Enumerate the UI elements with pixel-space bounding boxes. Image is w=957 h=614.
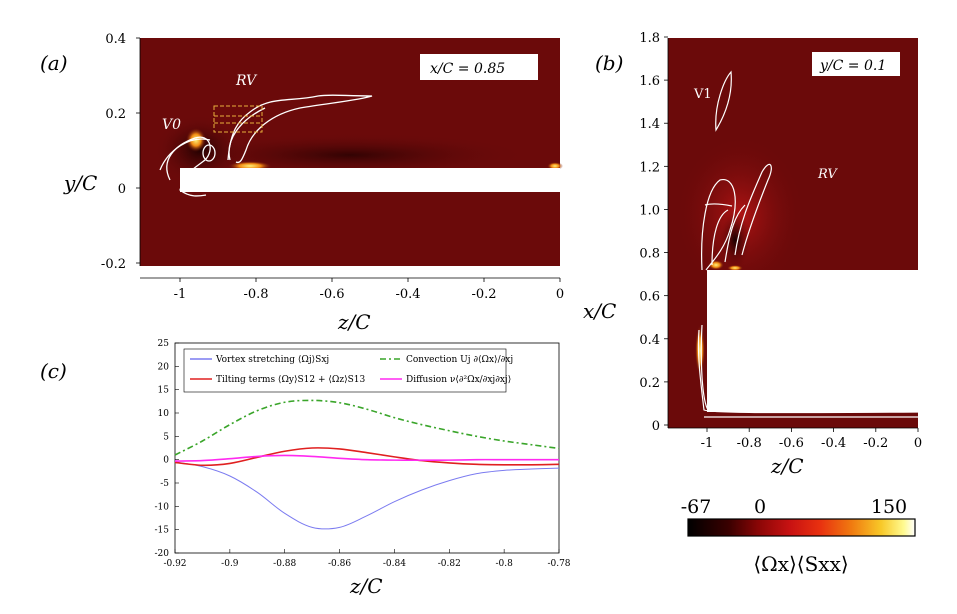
panel-a-xlabel: z/C: [337, 310, 371, 334]
panel-b-annotation: y/C = 0.1: [819, 58, 886, 74]
panel-a-rv-label: RV: [235, 73, 258, 89]
panel-c-xtick-label: -0.9: [221, 559, 239, 569]
colorbar-min-label: -67: [681, 496, 712, 518]
panel-c-xtick-label: -0.78: [547, 559, 570, 569]
panel-c-xtick-label: -0.86: [328, 559, 351, 569]
panel-a-wall: [180, 168, 560, 192]
panel-c-ytick-label: 20: [158, 362, 170, 372]
panel-a-xtick-label: -0.6: [319, 287, 344, 302]
panel-a-dashed-box: [213, 105, 263, 133]
panel-a-yticks: 0.4 0.2 0 -0.2: [101, 32, 140, 272]
panel-c-xlabel: z/C: [349, 574, 383, 598]
series-line-0: [174, 461, 560, 530]
panel-a-ytick-label: 0: [118, 182, 126, 197]
panel-c-xtick-label: -0.88: [273, 559, 296, 569]
panel-c-xtick-label: -0.92: [163, 559, 186, 569]
panel-b-ytick-label: 1.0: [639, 203, 660, 218]
panel-a-contours: [159, 94, 373, 197]
panel-b-xtick-label: -0.8: [737, 436, 762, 451]
colorbar-gradient: [687, 518, 916, 537]
panel-b-ylabel: x/C: [583, 299, 616, 323]
panel-a-ytick-label: 0.2: [105, 107, 126, 122]
panel-c: (c) 25 20 15 10 5 0 -5 -10 -15 -20-0.92 -0.9 -0.88 -…: [40, 339, 571, 598]
panel-a: (a) RV V0 x/C = 0.85 0.40.20-0.2 -1 -0.8-…: [40, 32, 564, 334]
panel-c-ytick-label: 10: [158, 409, 170, 419]
panel-b-ytick-label: 0.8: [639, 247, 660, 262]
panel-a-xtick-label: -1: [174, 287, 187, 302]
panel-a-xtick-label: -0.4: [395, 287, 420, 302]
panel-a-v0-label: V0: [162, 117, 181, 133]
panel-c-xtick-label: -0.82: [438, 559, 461, 569]
panel-b-xtick-label: -0.6: [779, 436, 804, 451]
legend-label-1: Tilting terms ⟨Ωy⟩S12 + ⟨Ωz⟩S13: [216, 375, 365, 385]
panel-c-ytick-label: 0: [163, 456, 169, 466]
panel-a-annotation: x/C = 0.85: [430, 61, 505, 77]
panel-b-annotation-box: [812, 52, 900, 76]
panel-b-ytick-label: 0.6: [639, 290, 660, 305]
series-line-2: [174, 399, 560, 456]
series-line-1: [174, 447, 560, 467]
panel-c-xtick-label: -0.8: [495, 559, 513, 569]
panel-c-ytick-label: -15: [155, 526, 170, 536]
panel-a-xtick-label: -0.2: [471, 287, 496, 302]
panel-b-ytick-label: 0.2: [639, 376, 660, 391]
panel-b-xtick-label: -0.4: [821, 436, 846, 451]
panel-c-ytick-label: 25: [158, 339, 170, 349]
panel-b-ytick-label: 1.8: [639, 31, 660, 46]
legend-box: [183, 348, 507, 393]
panel-b-hotspot-3: [727, 265, 743, 271]
panel-b-xtick-label: 0: [914, 436, 922, 451]
panel-a-xticks: -1 -0.8 -0.6 -0.4 -0.2 0: [174, 278, 564, 302]
panel-c-ytick-label: -10: [155, 502, 170, 512]
panel-b-ytick-label: 1.4: [639, 117, 660, 132]
panel-a-annotation-box: [420, 54, 538, 80]
panel-c-ytick-label: 15: [158, 386, 170, 396]
panel-a-label: (a): [40, 51, 68, 75]
colorbar-label: ⟨Ωx⟩⟨Sxx⟩: [753, 552, 848, 576]
panel-b-xtick-label: -1: [701, 436, 714, 451]
panel-b-xlabel: z/C: [770, 454, 804, 478]
panel-b-ytick-label: 1.6: [639, 74, 660, 89]
panel-c-ytick-label: -5: [160, 479, 169, 489]
panel-c-legend: Vortex stretching ⟨Ωj⟩Sxj Convection Uj ∂…: [183, 348, 513, 393]
legend-label-0: Vortex stretching ⟨Ωj⟩Sxj: [215, 355, 329, 365]
colorbar: -67 0 150 ⟨Ωx⟩⟨Sxx⟩: [681, 496, 916, 576]
panel-a-ylabel: y/C: [63, 171, 97, 195]
legend-label-3: Diffusion ν⟨∂²Ωx/∂xj∂xj⟩: [406, 375, 511, 385]
panel-b-hotspot-2: [695, 325, 705, 375]
panel-c-series: [174, 399, 560, 530]
panel-a-ytick-label: 0.4: [105, 32, 126, 47]
colorbar-max-label: 150: [871, 496, 907, 518]
series-line-3: [174, 454, 559, 462]
panel-c-ytick-label: 5: [163, 432, 169, 442]
panel-a-ytick-label: -0.2: [101, 257, 126, 272]
panel-c-ticks: 25 20 15 10 5 0 -5 -10 -15 -20-0.92 -0.9 -0.88 -0.86…: [155, 339, 571, 569]
panel-b-rv-label: RV: [817, 167, 838, 182]
panel-b-xtick-label: -0.2: [863, 436, 888, 451]
legend-label-2: Convection Uj ∂⟨Ωx⟩/∂xj: [406, 355, 513, 365]
panel-b-xticks: -1 -0.8 -0.6 -0.4 -0.2 0: [701, 428, 922, 451]
panel-b-yticks: 1.8 1.6 1.4 1.2 1.0 0.8 0.6 0.4 0.2 0: [639, 31, 668, 434]
panel-b-v1-label: V1: [693, 87, 712, 102]
panel-b-ytick-label: 0.4: [639, 333, 660, 348]
panel-b-contours: [697, 70, 919, 418]
panel-c-xtick-label: -0.84: [383, 559, 406, 569]
panel-a-xtick-label: 0: [556, 287, 564, 302]
panel-b-label: (b): [595, 51, 623, 75]
colorbar-mid-label: 0: [754, 496, 766, 518]
panel-a-xtick-label: -0.8: [243, 287, 268, 302]
panel-b-ytick-label: 0: [652, 419, 660, 434]
panel-b: (b) V1 RV y/C = 0.1 1.8 1.6 1.4 1.2 1.0 0.8 0.…: [583, 31, 922, 478]
panel-c-label: (c): [40, 359, 67, 383]
panel-b-ytick-label: 1.2: [639, 160, 660, 175]
panel-b-wall: [707, 270, 918, 412]
panel-c-ytick-label: -20: [155, 549, 170, 559]
